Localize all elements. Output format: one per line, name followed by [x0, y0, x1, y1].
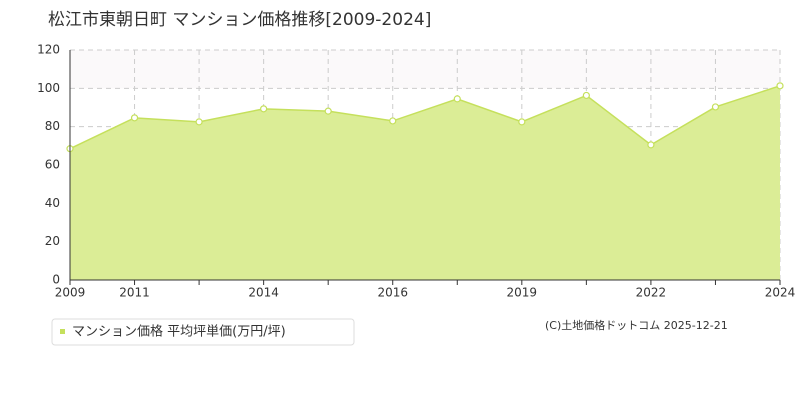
point — [647, 141, 655, 149]
point — [389, 117, 397, 125]
line — [69, 85, 781, 150]
point — [260, 105, 268, 113]
copyright: (C)土地価格ドットコム 2025-12-21 — [545, 318, 728, 332]
point — [195, 118, 203, 126]
x-tick-label: 2022 — [636, 286, 667, 300]
y-tick-label: 40 — [45, 196, 60, 210]
y-tick-label: 60 — [45, 158, 60, 172]
y-tick-label: 80 — [45, 119, 60, 133]
y-tick-label: 100 — [37, 81, 60, 95]
x-tick-label: 2014 — [248, 286, 279, 300]
y-tick-label: 0 — [52, 273, 60, 287]
x-tick-label: 2019 — [507, 286, 538, 300]
legend-label: マンション価格 平均坪単価(万円/坪) — [72, 324, 286, 340]
y-tick-label: 120 — [37, 43, 60, 57]
point — [324, 107, 332, 115]
chart-title: 松江市東朝日町 マンション価格推移[2009-2024] — [48, 10, 431, 30]
point — [130, 114, 139, 122]
point — [776, 82, 784, 90]
x-tick-label: 2016 — [377, 286, 408, 300]
area — [70, 85, 780, 280]
point — [582, 91, 590, 100]
legend-box — [51, 318, 355, 346]
plot-band — [70, 50, 780, 89]
y-tick-label: 20 — [45, 234, 60, 248]
point — [453, 95, 461, 103]
legend-marker — [60, 329, 65, 334]
x-tick-label: 2011 — [119, 286, 150, 300]
point — [518, 118, 526, 126]
x-tick-label: 2009 — [55, 286, 86, 300]
point — [711, 103, 720, 111]
x-tick-label: 2024 — [765, 286, 796, 300]
